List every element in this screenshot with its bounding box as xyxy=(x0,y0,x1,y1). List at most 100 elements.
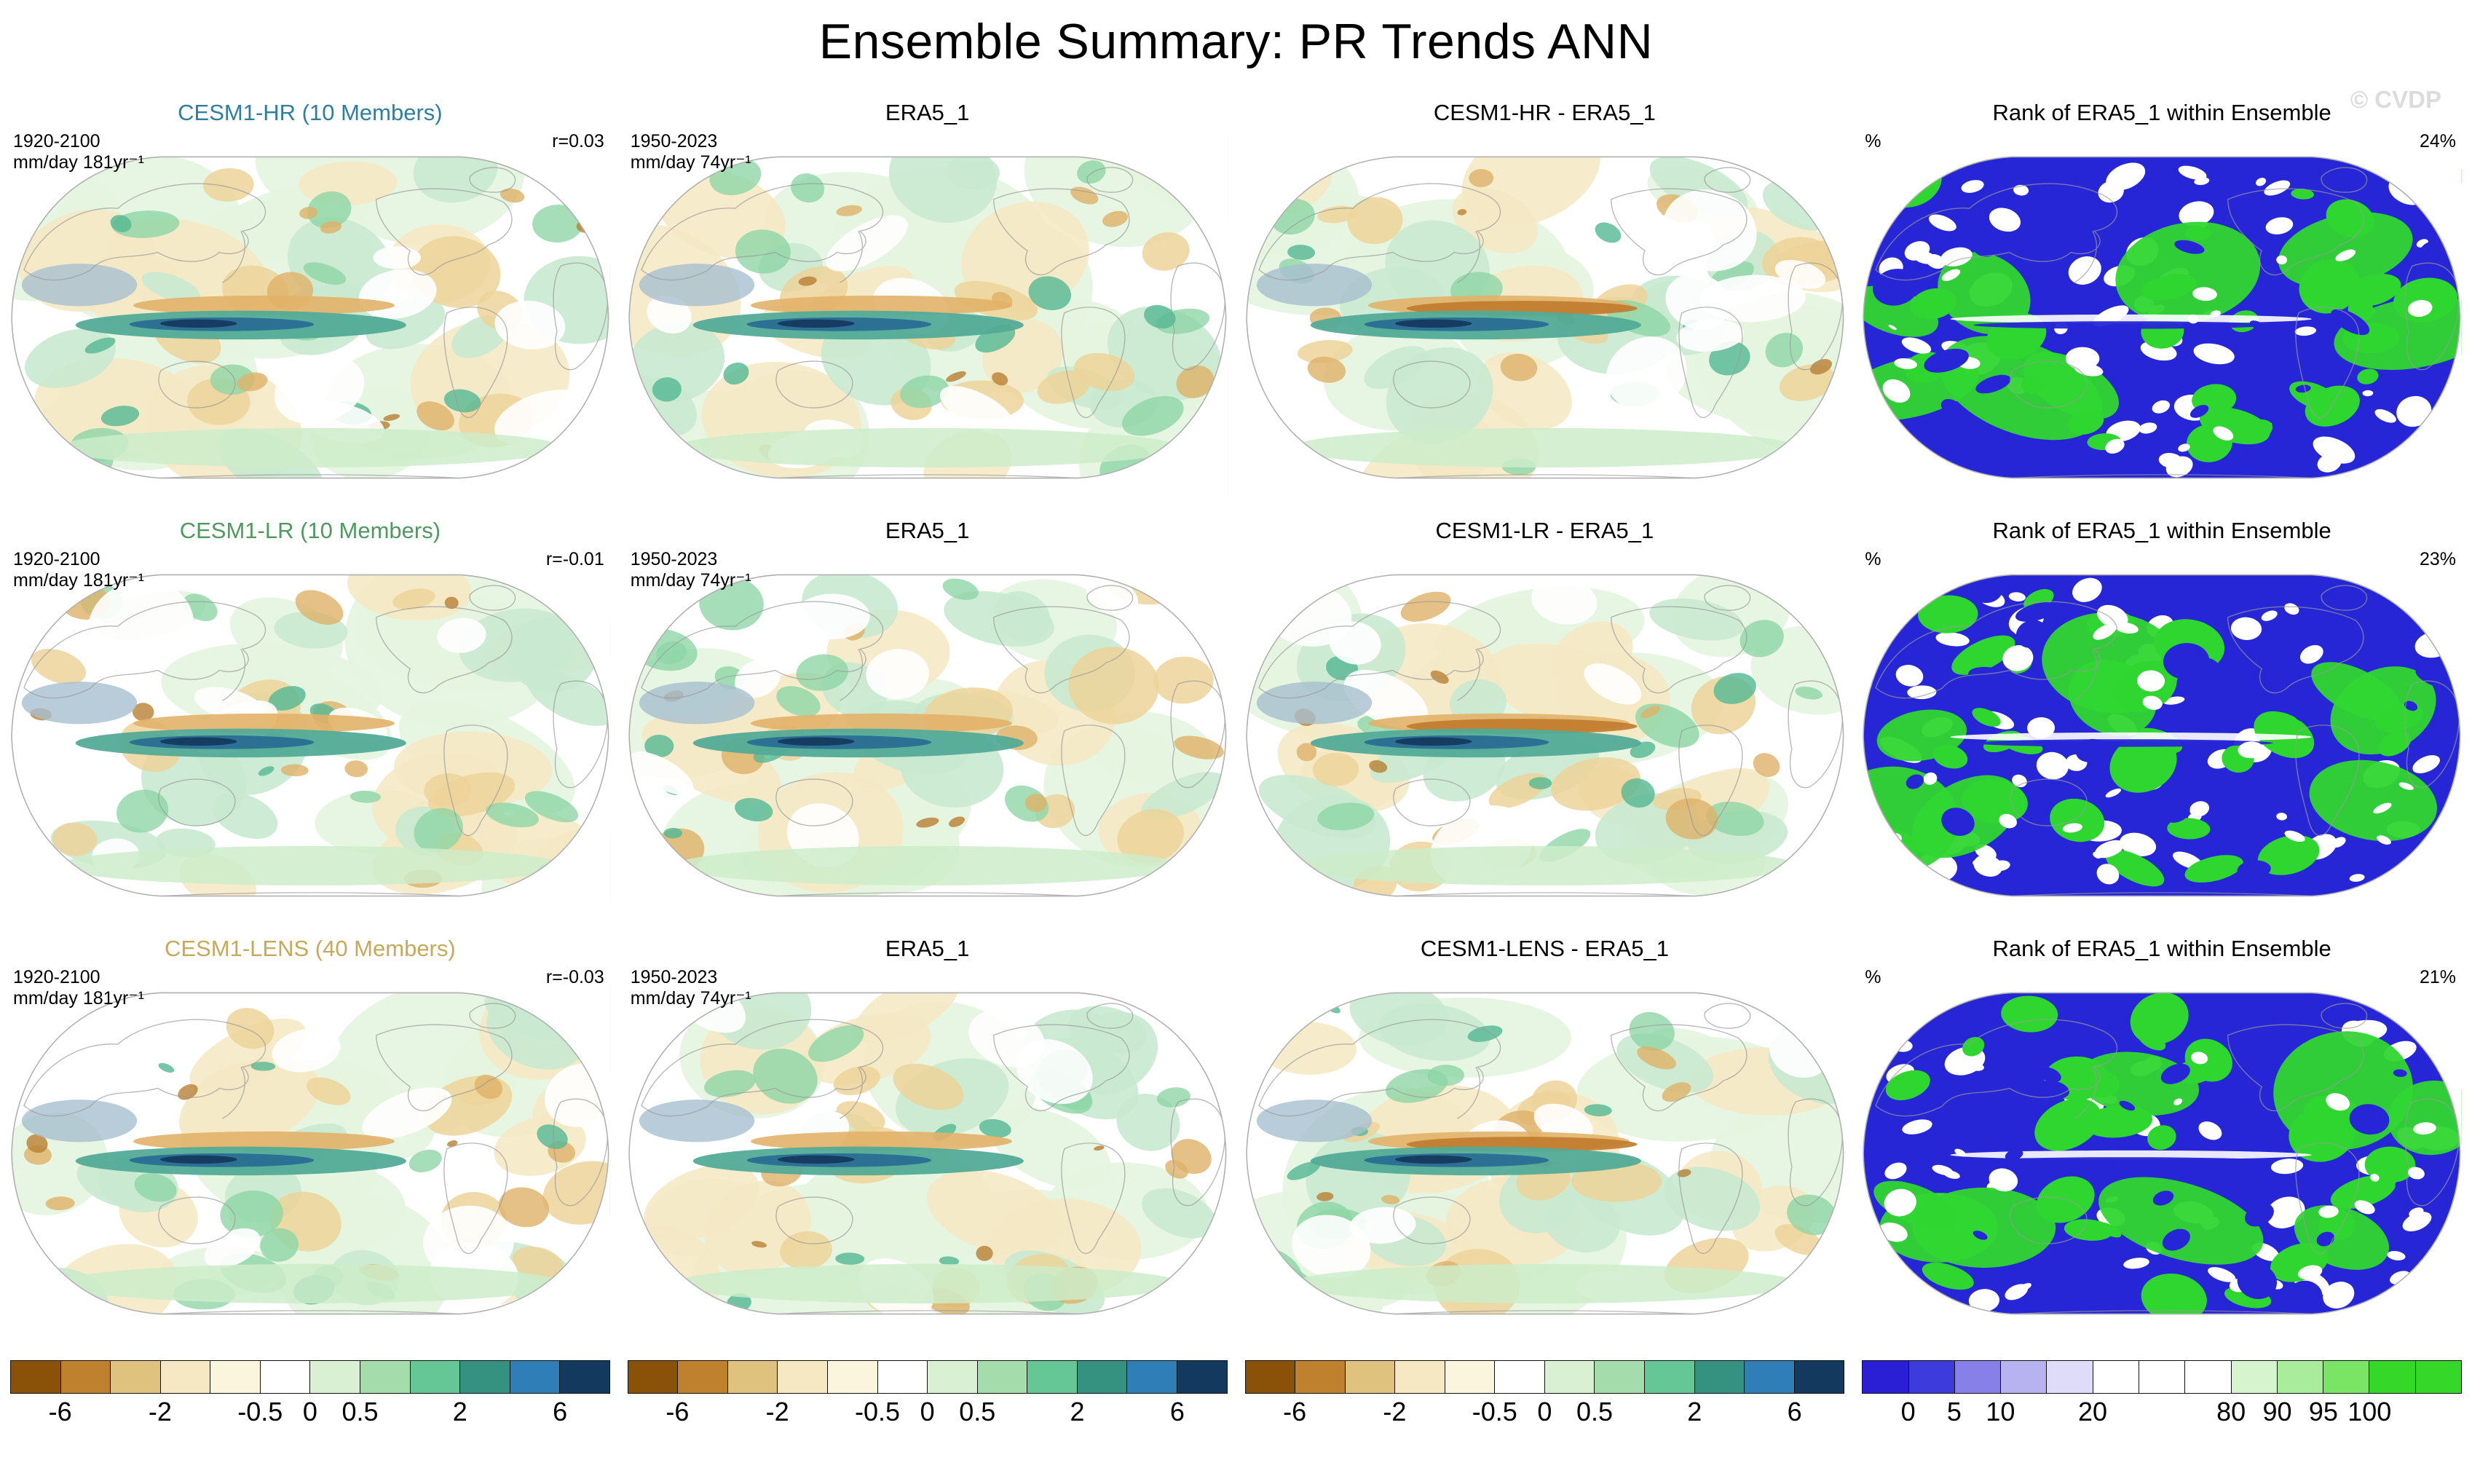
colorbar-box xyxy=(409,1361,460,1393)
colorbar-box xyxy=(1908,1361,1954,1393)
panel-era5-row1: ERA5_1 1950-2023 mm/day 74yr⁻¹ xyxy=(627,96,1228,505)
colorbar-box xyxy=(1394,1361,1445,1393)
percent-unit-label: % xyxy=(1865,967,1881,987)
colorbar-tick-label: 6 xyxy=(1169,1397,1185,1426)
map-diff-cesm1-hr-era5 xyxy=(1244,130,1845,505)
colorbar-boxes xyxy=(10,1360,610,1394)
colorbar-box xyxy=(11,1361,60,1393)
colorbar-tick-label: -2 xyxy=(148,1397,172,1426)
map-rank-era5-row3 xyxy=(1862,966,2462,1341)
panel-diff-cesm1-lens: CESM1-LENS - ERA5_1 xyxy=(1244,932,1845,1341)
colorbar-box xyxy=(1954,1361,2001,1393)
pattern-correlation-label: r=-0.01 xyxy=(545,549,604,569)
row-cesm1-hr: CESM1-HR (10 Members) 1920-2100 mm/day 1… xyxy=(0,96,2472,505)
map-trend-cesm1-lens xyxy=(10,966,610,1341)
panel-title: ERA5_1 xyxy=(885,518,970,543)
percent-unit-label: % xyxy=(1865,131,1881,151)
panel-cesm1-lr-trend: CESM1-LR (10 Members) 1920-2100 mm/day 1… xyxy=(10,514,610,923)
colorbar-box xyxy=(2184,1361,2231,1393)
colorbar-tick-label: 2 xyxy=(1070,1397,1085,1426)
colorbar-tick-label: -2 xyxy=(765,1397,789,1426)
colorbar-box xyxy=(1744,1361,1794,1393)
colorbar-tick-label: 0 xyxy=(302,1397,317,1426)
colorbar-ticks: -6 -2 -0.5 0 0.5 2 6 xyxy=(628,1394,1228,1427)
colorbar-box xyxy=(877,1361,928,1393)
colorbar-box xyxy=(2276,1361,2323,1393)
colorbar-box xyxy=(927,1361,977,1393)
map-trend-era5-row1 xyxy=(627,130,1228,505)
colorbar-box xyxy=(359,1361,410,1393)
units-label: mm/day 74yr⁻¹ xyxy=(630,152,751,173)
period-units-annotation: 1950-2023 mm/day 74yr⁻¹ xyxy=(631,131,751,173)
units-label: mm/day 74yr⁻¹ xyxy=(630,988,751,1009)
panel-title: CESM1-LENS - ERA5_1 xyxy=(1420,936,1669,961)
colorbar-tick-label: 0 xyxy=(920,1397,935,1426)
panel-title: CESM1-LENS (40 Members) xyxy=(165,936,456,961)
panel-grid: CESM1-HR (10 Members) 1920-2100 mm/day 1… xyxy=(0,96,2472,1341)
colorbar-ticks: -6 -2 -0.5 0 0.5 2 6 xyxy=(1245,1394,1845,1427)
colorbar-tick-label: 2 xyxy=(452,1397,467,1426)
colorbar-box xyxy=(976,1361,1027,1393)
map-diff-cesm1-lr-era5 xyxy=(1244,548,1845,923)
colorbar-tick-label: 5 xyxy=(1946,1397,1962,1426)
panel-title: Rank of ERA5_1 within Ensemble xyxy=(1992,100,2331,125)
colorbar-ticks: 0 5 10 20 80 90 95 100 xyxy=(1862,1394,2462,1427)
colorbar-boxes xyxy=(627,1360,1228,1394)
colorbar-tick-label: 6 xyxy=(1787,1397,1802,1426)
panel-rank-row1: Rank of ERA5_1 within Ensemble % 24% xyxy=(1862,96,2462,505)
period-units-annotation: 1920-2100 mm/day 181yr⁻¹ xyxy=(13,967,144,1009)
pattern-correlation-label: r=0.03 xyxy=(552,131,604,151)
panel-title: Rank of ERA5_1 within Ensemble xyxy=(1992,936,2331,961)
colorbar-box xyxy=(559,1361,609,1393)
colorbar-box xyxy=(2369,1361,2415,1393)
panel-rank-row3: Rank of ERA5_1 within Ensemble % 21% xyxy=(1862,932,2462,1341)
panel-cesm1-lens-trend: CESM1-LENS (40 Members) 1920-2100 mm/day… xyxy=(10,932,610,1341)
panel-title: CESM1-HR (10 Members) xyxy=(178,100,443,125)
panel-era5-row3: ERA5_1 1950-2023 mm/day 74yr⁻¹ xyxy=(627,932,1228,1341)
map-trend-era5-row2 xyxy=(627,548,1228,923)
period-label: 1950-2023 xyxy=(630,549,718,569)
map-rank-era5-row2 xyxy=(1862,548,2462,923)
colorbar-box xyxy=(259,1361,310,1393)
units-label: mm/day 181yr⁻¹ xyxy=(13,152,144,173)
colorbar-box xyxy=(459,1361,510,1393)
colorbar-tick-label: -0.5 xyxy=(237,1397,283,1426)
colorbar-tick-label: 20 xyxy=(2078,1397,2108,1426)
colorbar-tick-label: -6 xyxy=(1283,1397,1307,1426)
panel-title: ERA5_1 xyxy=(885,100,970,125)
colorbar-tick-label: -6 xyxy=(48,1397,72,1426)
colorbar-box xyxy=(1444,1361,1495,1393)
cvdp-watermark: © CVDP xyxy=(2350,86,2441,113)
units-label: mm/day 181yr⁻¹ xyxy=(13,570,144,591)
colorbar-tick-label: 80 xyxy=(2216,1397,2246,1426)
colorbar-ticks: -6 -2 -0.5 0 0.5 2 6 xyxy=(10,1394,610,1427)
panel-diff-cesm1-hr: CESM1-HR - ERA5_1 xyxy=(1244,96,1845,505)
colorbar-box xyxy=(2323,1361,2369,1393)
colorbar-box xyxy=(1793,1361,1844,1393)
colorbar-box xyxy=(210,1361,260,1393)
map-rank-era5-row1 xyxy=(1862,130,2462,505)
colorbar-tick-label: -6 xyxy=(666,1397,690,1426)
colorbar-trend-3: -6 -2 -0.5 0 0.5 2 6 xyxy=(1244,1360,1845,1427)
colorbar-box xyxy=(509,1361,560,1393)
units-label: mm/day 74yr⁻¹ xyxy=(630,570,751,591)
map-trend-cesm1-lr xyxy=(10,548,610,923)
colorbar-box xyxy=(727,1361,778,1393)
period-label: 1950-2023 xyxy=(630,967,718,987)
panel-era5-row2: ERA5_1 1950-2023 mm/day 74yr⁻¹ xyxy=(627,514,1228,923)
colorbar-box xyxy=(1694,1361,1745,1393)
panel-title: ERA5_1 xyxy=(885,936,970,961)
panel-title: CESM1-LR - ERA5_1 xyxy=(1435,518,1654,543)
panel-rank-row2: Rank of ERA5_1 within Ensemble % 23% xyxy=(1862,514,2462,923)
colorbar-box xyxy=(677,1361,727,1393)
colorbar-row: -6 -2 -0.5 0 0.5 2 6 -6 -2 -0.5 0 0.5 2 6 -6 -2 -0.5 0 0… xyxy=(0,1360,2472,1427)
colorbar-box xyxy=(309,1361,360,1393)
rank-percentage-label: 23% xyxy=(2419,549,2456,569)
colorbar-box xyxy=(2230,1361,2277,1393)
map-trend-cesm1-hr xyxy=(10,130,610,505)
period-label: 1950-2023 xyxy=(630,131,718,151)
colorbar-rank: 0 5 10 20 80 90 95 100 xyxy=(1862,1360,2462,1427)
colorbar-tick-label: -0.5 xyxy=(1472,1397,1517,1426)
colorbar-tick-label: 0 xyxy=(1900,1397,1916,1426)
period-units-annotation: 1950-2023 mm/day 74yr⁻¹ xyxy=(631,549,751,591)
